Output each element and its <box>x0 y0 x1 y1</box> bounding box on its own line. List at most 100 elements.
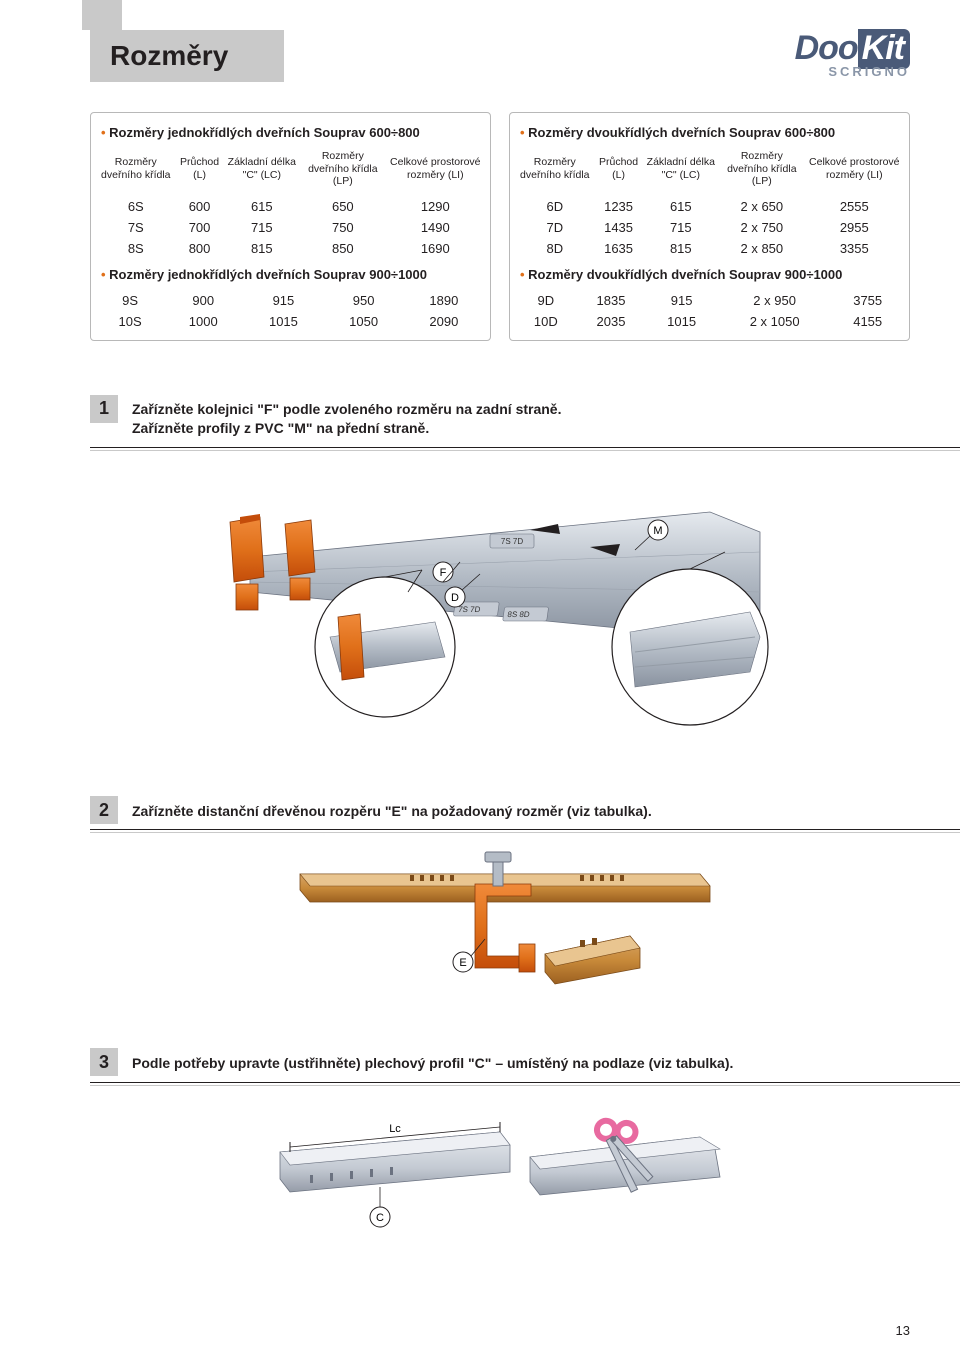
table-title: Rozměry dvoukřídlých dveřních Souprav 90… <box>516 259 903 290</box>
step-illustration: Lc C <box>90 1079 910 1277</box>
table-row: 10D203510152 x 10504155 <box>516 311 903 332</box>
step-line: Zařízněte kolejnici "F" podle zvoleného … <box>132 400 910 419</box>
th: Průchod (L) <box>175 148 225 196</box>
table-cell: 650 <box>299 196 387 217</box>
svg-text:7S 7D: 7S 7D <box>458 605 482 614</box>
step-illustration: 7S 7D 7S 7D 8S 8D <box>90 444 910 782</box>
th: Základní délka "C" (LC) <box>225 148 300 196</box>
th: Rozměry dveřního křídla (LP) <box>299 148 387 196</box>
table-row: 6D12356152 x 6502555 <box>516 196 903 217</box>
step-line: Zařízněte profily z PVC "M" na přední st… <box>132 419 910 438</box>
dim-table: Rozměry dveřního křídla Průchod (L) Zákl… <box>516 148 903 259</box>
step-3: 3 Podle potřeby upravte (ustřihněte) ple… <box>90 1048 910 1276</box>
page-header: Rozměry DooKit SCRIGNO <box>90 30 910 82</box>
dim-table: 9D18359152 x 950375510D203510152 x 10504… <box>516 290 903 332</box>
step-number: 1 <box>90 395 118 423</box>
table-cell: 700 <box>175 217 225 238</box>
table-cell: 4155 <box>832 311 903 332</box>
table-cell: 2555 <box>806 196 903 217</box>
table-cell: 3355 <box>806 238 903 259</box>
table-cell: 2 x 950 <box>717 290 833 311</box>
table-cell: 1000 <box>163 311 243 332</box>
instruction-steps: 1 Zařízněte kolejnici "F" podle zvolenéh… <box>90 395 910 1277</box>
table-cell: 615 <box>225 196 300 217</box>
table-cell: 7S <box>97 217 175 238</box>
table-cell: 1835 <box>576 290 647 311</box>
svg-text:D: D <box>451 592 459 604</box>
table-cell: 2 x 850 <box>718 238 806 259</box>
table-cell: 1690 <box>387 238 484 259</box>
th: Rozměry dveřního křídla <box>516 148 594 196</box>
table-single: Rozměry jednokřídlých dveřních Souprav 6… <box>90 112 491 341</box>
table-cell: 950 <box>324 290 404 311</box>
svg-text:E: E <box>459 957 466 969</box>
page-title: Rozměry <box>90 30 284 82</box>
rail-cut-diagram: 7S 7D 7S 7D 8S 8D <box>190 462 810 752</box>
table-cell: 900 <box>163 290 243 311</box>
step-text: Podle potřeby upravte (ustřihněte) plech… <box>132 1054 910 1079</box>
table-cell: 1490 <box>387 217 484 238</box>
table-row: 8D16358152 x 8503355 <box>516 238 903 259</box>
th: Rozměry dveřního křídla (LP) <box>718 148 806 196</box>
table-cell: 850 <box>299 238 387 259</box>
table-row: 7S7007157501490 <box>97 217 484 238</box>
table-cell: 815 <box>644 238 719 259</box>
table-cell: 815 <box>225 238 300 259</box>
table-cell: 8S <box>97 238 175 259</box>
svg-text:Lc: Lc <box>389 1123 401 1135</box>
table-cell: 715 <box>225 217 300 238</box>
table-row: 9S9009159501890 <box>97 290 484 311</box>
svg-text:7S 7D: 7S 7D <box>501 537 523 546</box>
table-row: 6S6006156501290 <box>97 196 484 217</box>
table-cell: 1015 <box>646 311 717 332</box>
floor-profile-diagram: Lc C <box>230 1097 770 1247</box>
header-stripe <box>82 0 122 30</box>
step-text: Zařízněte distanční dřevěnou rozpěru "E"… <box>132 802 910 827</box>
table-cell: 915 <box>646 290 717 311</box>
table-cell: 1890 <box>404 290 484 311</box>
table-cell: 10D <box>516 311 576 332</box>
dim-table: Rozměry dveřního křídla Průchod (L) Zákl… <box>97 148 484 259</box>
table-cell: 3755 <box>832 290 903 311</box>
step-number: 3 <box>90 1048 118 1076</box>
table-cell: 915 <box>243 290 323 311</box>
table-row: 8S8008158501690 <box>97 238 484 259</box>
table-cell: 6D <box>516 196 594 217</box>
table-cell: 800 <box>175 238 225 259</box>
table-cell: 2955 <box>806 217 903 238</box>
page-number: 13 <box>896 1323 910 1338</box>
table-cell: 2 x 750 <box>718 217 806 238</box>
table-cell: 615 <box>644 196 719 217</box>
table-row: 9D18359152 x 9503755 <box>516 290 903 311</box>
table-title: Rozměry jednokřídlých dveřních Souprav 9… <box>97 259 484 290</box>
table-cell: 1435 <box>594 217 644 238</box>
svg-text:F: F <box>440 567 447 579</box>
table-cell: 6S <box>97 196 175 217</box>
table-cell: 8D <box>516 238 594 259</box>
table-cell: 600 <box>175 196 225 217</box>
table-row: 10S1000101510502090 <box>97 311 484 332</box>
th: Rozměry dveřního křídla <box>97 148 175 196</box>
step-2: 2 Zařízněte distanční dřevěnou rozpěru "… <box>90 796 910 1034</box>
table-cell: 2 x 650 <box>718 196 806 217</box>
step-number: 2 <box>90 796 118 824</box>
dim-table: 9S900915950189010S1000101510502090 <box>97 290 484 332</box>
table-cell: 2035 <box>576 311 647 332</box>
table-cell: 750 <box>299 217 387 238</box>
table-title: Rozměry jednokřídlých dveřních Souprav 6… <box>97 123 484 148</box>
logo-part1: Doo <box>795 29 858 67</box>
step-illustration: E <box>90 826 910 1034</box>
table-cell: 7D <box>516 217 594 238</box>
th: Průchod (L) <box>594 148 644 196</box>
th: Základní délka "C" (LC) <box>644 148 719 196</box>
th: Celkové prostorové rozměry (LI) <box>806 148 903 196</box>
table-cell: 1235 <box>594 196 644 217</box>
table-double: Rozměry dvoukřídlých dveřních Souprav 60… <box>509 112 910 341</box>
wood-spacer-diagram: E <box>240 844 760 1004</box>
th: Celkové prostorové rozměry (LI) <box>387 148 484 196</box>
table-cell: 1050 <box>324 311 404 332</box>
brand-logo: DooKit SCRIGNO <box>795 33 910 79</box>
table-cell: 10S <box>97 311 163 332</box>
dimension-tables: Rozměry jednokřídlých dveřních Souprav 6… <box>90 112 910 341</box>
table-cell: 2 x 1050 <box>717 311 833 332</box>
